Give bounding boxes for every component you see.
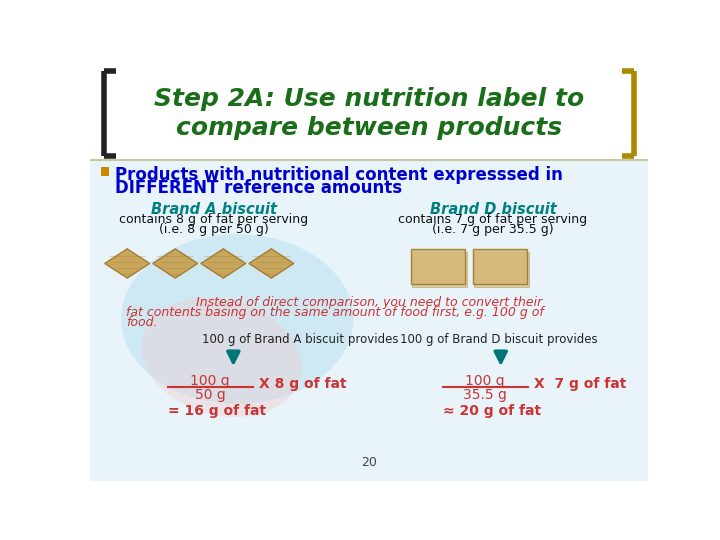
Text: Instead of direct comparison, you need to convert their: Instead of direct comparison, you need t…	[196, 296, 542, 309]
Text: X 8 g of fat: X 8 g of fat	[259, 377, 346, 392]
Text: 100 g of Brand D biscuit provides: 100 g of Brand D biscuit provides	[400, 333, 598, 346]
Text: compare between products: compare between products	[176, 116, 562, 140]
Text: (i.e. 7 g per 35.5 g): (i.e. 7 g per 35.5 g)	[432, 222, 554, 235]
Text: ≈ 20 g of fat: ≈ 20 g of fat	[443, 403, 541, 417]
Text: = 16 g of fat: = 16 g of fat	[168, 403, 266, 417]
Ellipse shape	[121, 234, 354, 403]
FancyBboxPatch shape	[413, 252, 467, 287]
FancyBboxPatch shape	[411, 249, 465, 284]
Text: Brand A biscuit: Brand A biscuit	[151, 202, 277, 217]
Polygon shape	[104, 249, 150, 278]
Polygon shape	[249, 249, 294, 278]
Text: contains 8 g of fat per serving: contains 8 g of fat per serving	[120, 213, 309, 226]
FancyBboxPatch shape	[473, 249, 527, 284]
Text: 100 g: 100 g	[190, 374, 230, 388]
Polygon shape	[201, 249, 246, 278]
Text: 50 g: 50 g	[194, 388, 225, 402]
Polygon shape	[153, 249, 198, 278]
Text: contains 7 g of fat per serving: contains 7 g of fat per serving	[398, 213, 588, 226]
Text: Products with nutritional content expresssed in: Products with nutritional content expres…	[114, 166, 562, 185]
Text: Step 2A: Use nutrition label to: Step 2A: Use nutrition label to	[154, 87, 584, 111]
Text: (i.e. 8 g per 50 g): (i.e. 8 g per 50 g)	[159, 222, 269, 235]
Text: X  7 g of fat: X 7 g of fat	[534, 377, 626, 392]
Text: Brand D biscuit: Brand D biscuit	[430, 202, 557, 217]
Text: DIFFERENT reference amounts: DIFFERENT reference amounts	[114, 179, 402, 197]
Text: food.: food.	[127, 316, 158, 329]
FancyBboxPatch shape	[90, 161, 648, 481]
Text: fat contents basing on the same amount of food first, e.g. 100 g of: fat contents basing on the same amount o…	[127, 306, 544, 319]
Text: 100 g: 100 g	[465, 374, 505, 388]
Text: 100 g of Brand A biscuit provides: 100 g of Brand A biscuit provides	[202, 333, 399, 346]
FancyBboxPatch shape	[101, 167, 109, 176]
Text: 20: 20	[361, 456, 377, 469]
FancyBboxPatch shape	[90, 65, 648, 481]
Text: 35.5 g: 35.5 g	[463, 388, 507, 402]
FancyBboxPatch shape	[474, 252, 528, 287]
Ellipse shape	[142, 298, 302, 417]
